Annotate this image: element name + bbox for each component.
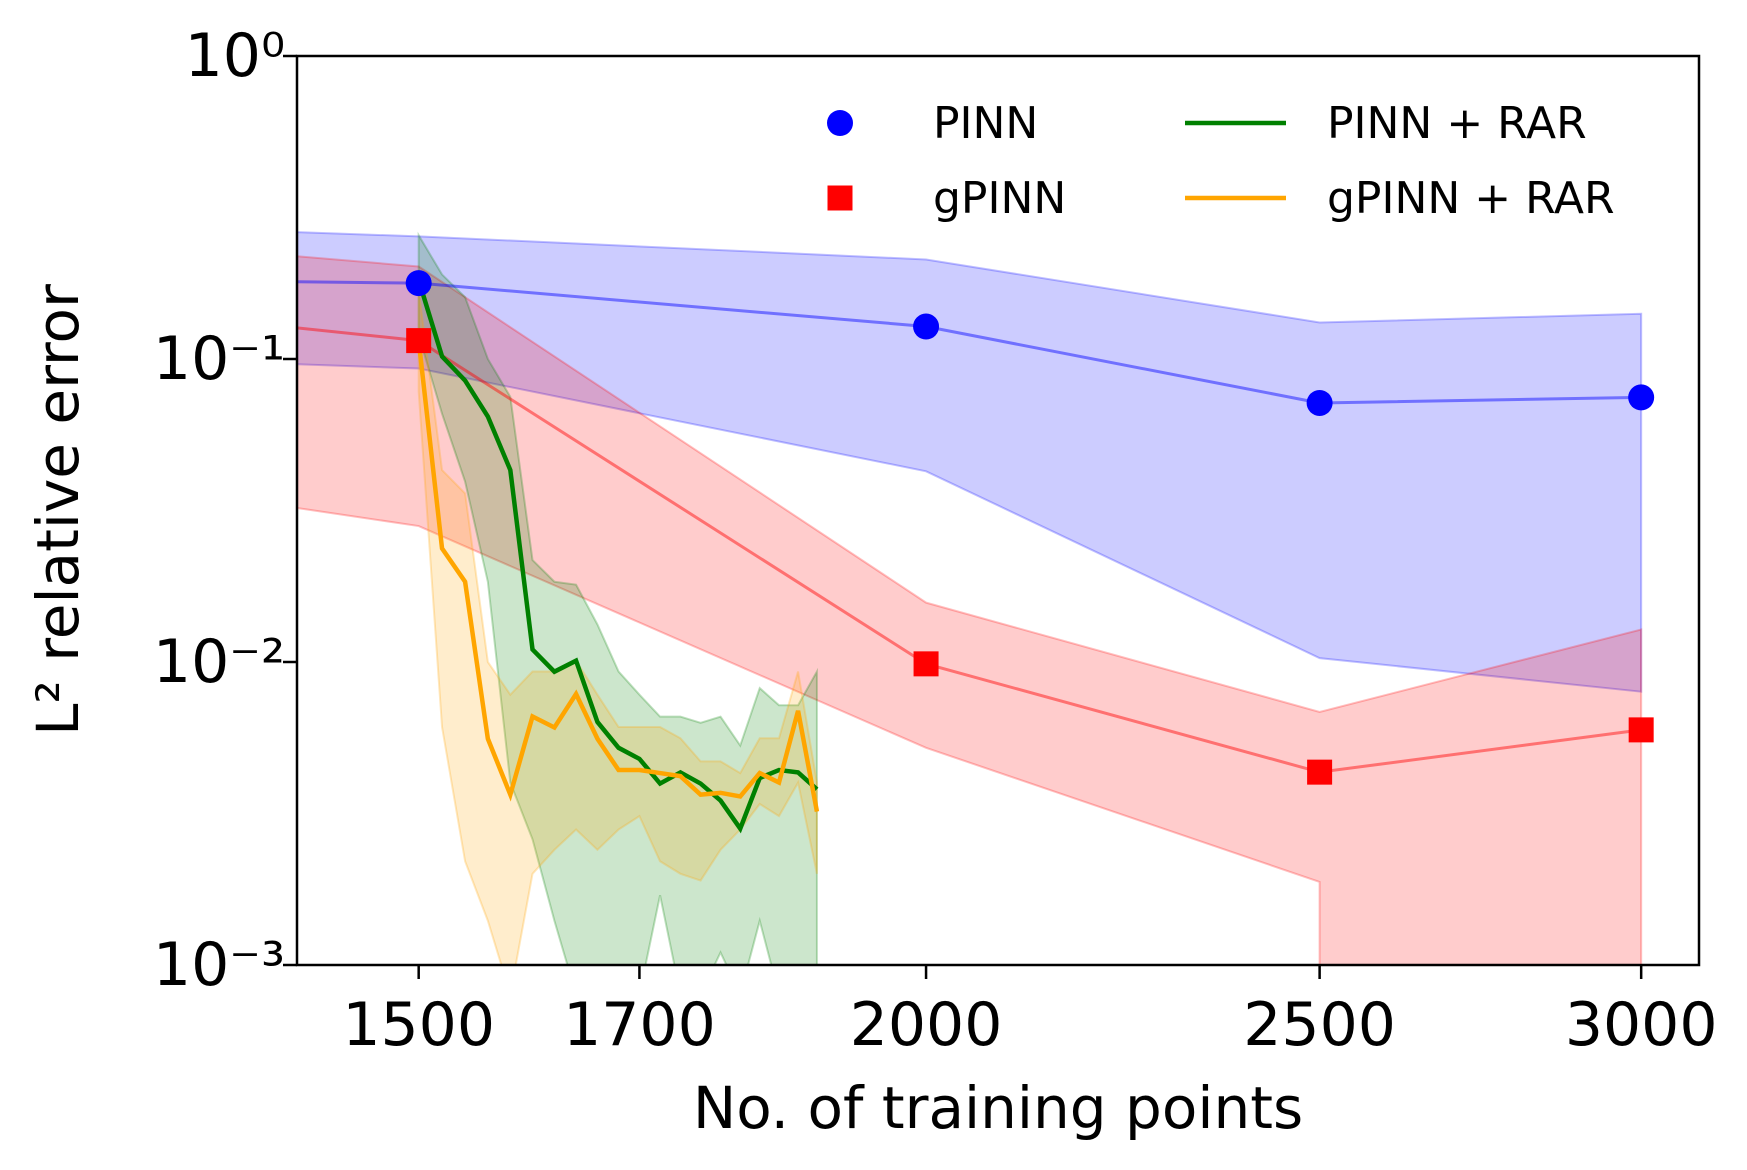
error-band <box>297 255 1643 965</box>
marker <box>1628 717 1654 743</box>
x-tick-label: 2500 <box>1243 990 1396 1060</box>
marker <box>1306 389 1333 416</box>
y-tick-label: 10⁰ <box>185 21 285 91</box>
marker <box>297 278 298 285</box>
error-band <box>297 231 1643 693</box>
series-line <box>416 279 819 834</box>
y-axis-label: L² relative error <box>24 284 92 736</box>
marker <box>1307 759 1333 785</box>
axes-frame <box>295 54 1701 967</box>
plot-area <box>297 231 1655 965</box>
marker <box>827 110 853 136</box>
marker <box>913 651 939 677</box>
error-band <box>417 231 818 965</box>
legend-label: PINN <box>933 98 1038 149</box>
x-axis-label: No. of training points <box>693 1074 1303 1142</box>
legend-label: gPINN <box>933 173 1066 224</box>
legend-label: gPINN + RAR <box>1327 173 1615 224</box>
marker <box>406 328 432 354</box>
legend: PINN gPINN PINN + RAR gPINN + RAR <box>827 98 1615 224</box>
y-tick-label: 10⁻³ <box>153 930 285 1000</box>
marker <box>1628 384 1655 411</box>
y-tick-label: 10⁻¹ <box>153 324 285 394</box>
marker <box>827 185 853 211</box>
marker <box>405 270 432 297</box>
y-tick-label: 10⁻² <box>153 627 285 697</box>
x-tick-label: 1700 <box>563 990 716 1060</box>
series-line <box>416 340 820 812</box>
marker <box>913 313 940 340</box>
x-tick-label: 1500 <box>342 990 495 1060</box>
legend-label: PINN + RAR <box>1327 98 1587 149</box>
x-tick-label: 2000 <box>850 990 1003 1060</box>
x-tick-label: 3000 <box>1565 990 1718 1060</box>
